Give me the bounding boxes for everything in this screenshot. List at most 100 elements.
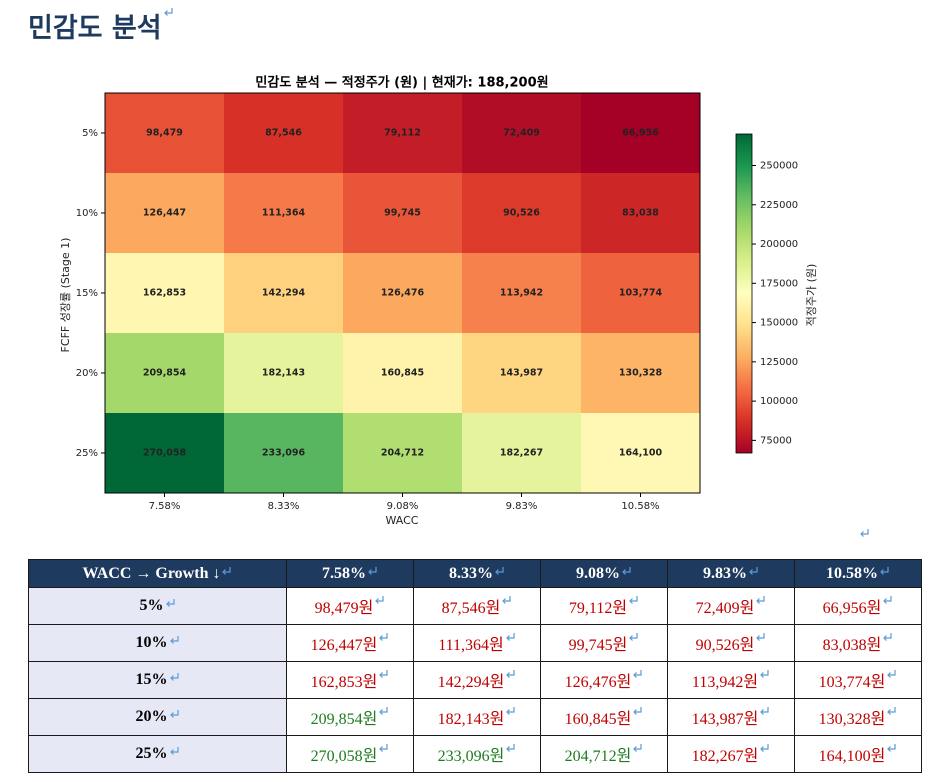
paragraph-mark xyxy=(629,633,638,641)
heatmap-cell xyxy=(224,93,344,174)
cell-label: 79,112 xyxy=(384,128,421,139)
cell-text: 182,267원 xyxy=(691,748,759,765)
cell-text: 83,038원 xyxy=(822,637,882,654)
paragraph-mark xyxy=(506,670,515,678)
x-axis-label: WACC xyxy=(386,514,419,527)
heatmap-cell xyxy=(343,253,463,334)
table-cell: 113,942원 xyxy=(667,661,795,699)
heatmap-cell xyxy=(581,333,701,414)
table-cell: 143,987원 xyxy=(667,698,795,736)
cell-label: 209,854 xyxy=(143,368,187,379)
heatmap-cell xyxy=(462,333,582,414)
table-cell: 126,476원 xyxy=(540,661,668,699)
cell-label: 204,712 xyxy=(381,448,424,459)
paragraph-mark xyxy=(760,670,769,678)
cell-text: 164,100원 xyxy=(818,748,886,765)
paragraph-mark xyxy=(495,566,504,575)
paragraph-mark xyxy=(633,707,642,715)
x-tick-label: 9.83% xyxy=(506,501,538,512)
paragraph-mark xyxy=(633,670,642,678)
cell-text: 10% xyxy=(135,634,168,651)
heatmap-cell xyxy=(343,173,463,254)
paragraph-mark xyxy=(633,744,642,752)
cell-text: 162,853원 xyxy=(310,674,378,691)
cell-text: 66,956원 xyxy=(822,600,882,617)
chart: 민감도 분석 — 적정주가 (원) | 현재가: 188,200원 WACC F… xyxy=(59,75,818,528)
cell-label: 182,143 xyxy=(262,368,305,379)
heatmap-cell xyxy=(343,413,463,494)
paragraph-mark xyxy=(760,744,769,752)
y-axis-label: FCFF 성장률 (Stage 1) xyxy=(59,238,72,353)
table-row: 25% 270,058원 233,096원 204,712원 182,267원 164,1… xyxy=(28,735,922,773)
cell-label: 83,038 xyxy=(622,208,659,219)
heatmap-cell xyxy=(224,173,344,254)
table-header-cell: 9.08% xyxy=(540,559,668,588)
paragraph-mark xyxy=(883,596,892,604)
row-header-cell: 5% xyxy=(28,587,287,625)
cell-text: 143,987원 xyxy=(691,711,759,728)
cell-label: 126,447 xyxy=(143,208,186,219)
heatmap-cell xyxy=(581,173,701,254)
cell-label: 66,956 xyxy=(622,128,659,139)
cell-label: 130,328 xyxy=(619,368,663,379)
table-body: 5% 98,479원 87,546원 79,112원 72,409원 66,956원 10%… xyxy=(28,587,922,773)
paragraph-mark xyxy=(858,527,870,546)
heatmap-cell xyxy=(105,173,225,254)
cell-label: 103,774 xyxy=(619,288,663,299)
cell-label: 99,745 xyxy=(384,208,421,219)
cell-text: 126,447원 xyxy=(310,637,378,654)
table-row: 20% 209,854원 182,143원 160,845원 143,987원 130,3… xyxy=(28,698,922,736)
table-cell: 66,956원 xyxy=(794,587,922,625)
table-cell: 142,294원 xyxy=(413,661,541,699)
cell-text: 72,409원 xyxy=(695,600,755,617)
paragraph-mark xyxy=(756,633,765,641)
header-text: 8.33% xyxy=(449,564,493,582)
heatmap-cell xyxy=(105,333,225,414)
heatmap-cell xyxy=(224,333,344,414)
paragraph-mark xyxy=(506,744,515,752)
table-cell: 111,364원 xyxy=(413,624,541,662)
table-cell: 160,845원 xyxy=(540,698,668,736)
table-cell: 99,745원 xyxy=(540,624,668,662)
table-header-row: WACC → Growth ↓ 7.58% 8.33% 9.08% 9.83% 10.58… xyxy=(28,559,922,588)
colorbar-tick-label: 75000 xyxy=(760,435,792,446)
heatmap-cell xyxy=(105,413,225,494)
paragraph-mark xyxy=(506,707,515,715)
paragraph-mark xyxy=(860,529,869,537)
paragraph-mark xyxy=(162,8,174,44)
cell-label: 143,987 xyxy=(500,368,543,379)
table: WACC → Growth ↓ 7.58% 8.33% 9.08% 9.83% 10.58… xyxy=(28,559,922,773)
heatmap-cell xyxy=(462,173,582,254)
paragraph-mark xyxy=(368,566,377,575)
chart-title: 민감도 분석 — 적정주가 (원) | 현재가: 188,200원 xyxy=(255,75,548,91)
cell-label: 90,526 xyxy=(503,208,540,219)
paragraph-mark xyxy=(883,633,892,641)
colorbar-tick-label: 100000 xyxy=(760,396,798,407)
paragraph-mark xyxy=(887,707,896,715)
colorbar-tick-label: 200000 xyxy=(760,239,798,250)
paragraph-mark xyxy=(502,596,511,604)
colorbar-tick-label: 250000 xyxy=(760,161,798,172)
heatmap-cell xyxy=(581,413,701,494)
cell-text: 87,546원 xyxy=(441,600,501,617)
y-tick-label: 20% xyxy=(76,368,98,379)
cell-label: 182,267 xyxy=(500,448,543,459)
table-cell: 79,112원 xyxy=(540,587,668,625)
heatmap-cell xyxy=(224,413,344,494)
table-header-cell: WACC → Growth ↓ xyxy=(28,559,287,588)
x-tick-label: 10.58% xyxy=(621,501,659,512)
cell-label: 113,942 xyxy=(500,288,543,299)
paragraph-mark xyxy=(505,633,515,641)
cell-text: 126,476원 xyxy=(564,674,632,691)
heading-text: 민감도 분석 xyxy=(28,13,162,44)
cell-text: 98,479원 xyxy=(314,600,374,617)
cell-text: 15% xyxy=(135,671,168,688)
cell-text: 79,112원 xyxy=(568,600,628,617)
table-cell: 83,038원 xyxy=(794,624,922,662)
table-cell: 270,058원 xyxy=(286,735,414,773)
heatmap-cell xyxy=(581,93,701,174)
heatmap-cell xyxy=(343,93,463,174)
cell-text: 113,942원 xyxy=(691,674,759,691)
table-cell: 182,143원 xyxy=(413,698,541,736)
table-cell: 87,546원 xyxy=(413,587,541,625)
